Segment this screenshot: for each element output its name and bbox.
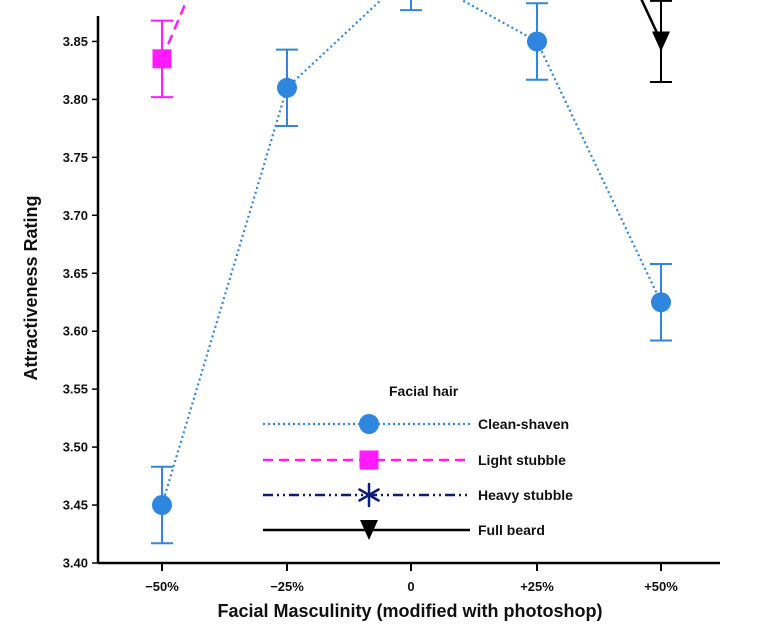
error-bar [400, 0, 422, 12]
point-marker [651, 292, 671, 313]
y-tick-label: 3.50 [63, 440, 88, 455]
x-tick-label: −25% [270, 579, 304, 594]
y-tick-label: 3.65 [63, 266, 88, 281]
y-tick-label: 3.55 [63, 382, 88, 397]
y-tick-label: 3.70 [63, 208, 88, 223]
series-light-stubble [151, 0, 189, 99]
series-line [160, 0, 662, 506]
legend: Facial hair Clean-shaven Light stubble Heav… [263, 383, 573, 540]
legend-label: Clean-shaven [478, 416, 569, 432]
legend-label: Full beard [478, 522, 545, 538]
y-tick-label: 3.45 [63, 498, 88, 513]
x-tick-label: −50% [145, 579, 179, 594]
point-marker [652, 31, 670, 52]
point-marker [359, 450, 379, 470]
y-tick-label: 3.75 [63, 150, 88, 165]
point-marker [277, 77, 297, 98]
legend-entry: Light stubble [263, 450, 566, 470]
x-tick-label: 0 [407, 579, 414, 594]
x-tick-label: +50% [644, 579, 678, 594]
y-tick-label: 3.80 [63, 92, 88, 107]
y-tick-label: 3.40 [63, 556, 88, 571]
point-marker [358, 482, 380, 508]
axes: 3.40 3.45 3.50 3.55 3.60 3.65 3.70 3.75 3.80 3.85… [63, 16, 720, 594]
x-tick-label: +25% [520, 579, 554, 594]
point-marker [527, 31, 547, 52]
legend-entry: Heavy stubble [263, 482, 573, 508]
point-marker [152, 49, 172, 69]
asterisk-stroke [358, 488, 380, 502]
legend-title: Facial hair [389, 383, 459, 399]
series-layer [151, 0, 672, 545]
legend-entry: Full beard [263, 520, 545, 540]
y-axis-label: Attractiveness Rating [21, 195, 41, 380]
series-full-beard [640, 0, 672, 84]
point-marker [360, 520, 378, 540]
legend-label: Heavy stubble [478, 487, 573, 503]
y-tick-label: 3.85 [63, 34, 88, 49]
point-marker [152, 495, 172, 516]
series-clean-shaven [151, 0, 672, 545]
legend-entry: Clean-shaven [263, 414, 569, 434]
point-marker [359, 414, 379, 434]
x-axis-label: Facial Masculinity (modified with photos… [217, 601, 602, 621]
legend-label: Light stubble [478, 452, 566, 468]
y-tick-label: 3.60 [63, 324, 88, 339]
